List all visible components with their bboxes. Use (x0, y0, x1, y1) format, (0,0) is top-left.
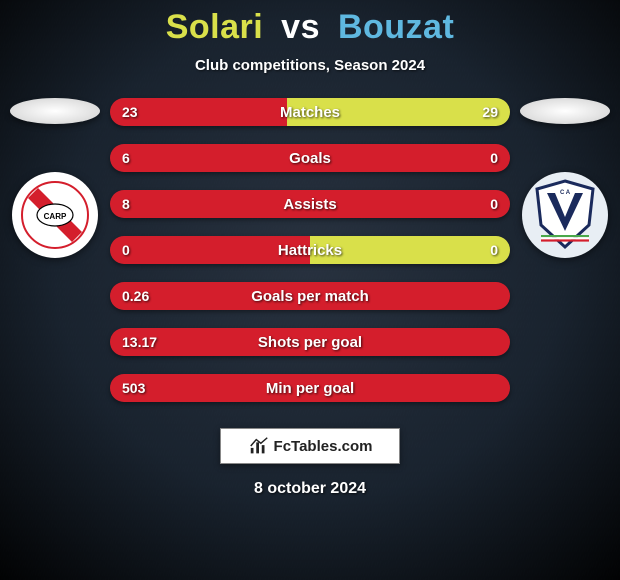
stat-row: 503 Min per goal (110, 374, 510, 402)
velez-crest-icon: C A (533, 179, 597, 251)
stat-left-value: 0 (122, 242, 130, 258)
stat-row: 0.26 Goals per match (110, 282, 510, 310)
stat-label: Hattricks (278, 242, 342, 259)
stat-right-value: 0 (490, 242, 498, 258)
team-right-crest: C A (522, 172, 608, 258)
stat-label: Goals per match (251, 288, 369, 305)
stat-right-value: 0 (490, 196, 498, 212)
team-left-crest: CARP (12, 172, 98, 258)
stat-row: 13.17 Shots per goal (110, 328, 510, 356)
stat-left-value: 6 (122, 150, 130, 166)
stat-left-value: 13.17 (122, 334, 157, 350)
player2-name: Bouzat (338, 8, 454, 46)
player1-silhouette (10, 98, 100, 124)
vs-separator: vs (281, 8, 320, 46)
left-side: CARP (0, 98, 110, 258)
fctables-logo[interactable]: FcTables.com (220, 428, 400, 464)
stat-left-value: 23 (122, 104, 138, 120)
chart-icon (248, 435, 270, 457)
stat-bars: 23 29 Matches 6 0 Goals 8 0 Assists 0 0 Hattricks 0.… (110, 98, 510, 402)
right-side: C A (510, 98, 620, 258)
stat-right-value: 29 (482, 104, 498, 120)
stat-left-value: 0.26 (122, 288, 149, 304)
svg-text:C A: C A (560, 190, 571, 196)
date-label: 8 october 2024 (254, 480, 366, 498)
stat-label: Matches (280, 104, 340, 121)
comparison-title: Solari vs Bouzat (166, 8, 455, 47)
stat-row: 23 29 Matches (110, 98, 510, 126)
stat-row: 6 0 Goals (110, 144, 510, 172)
stat-right-value: 0 (490, 150, 498, 166)
fctables-logo-text: FcTables.com (274, 438, 373, 455)
comparison-body: CARP 23 29 Matches 6 0 Goals 8 0 Assists 0 0 Hattri… (0, 98, 620, 402)
svg-text:CARP: CARP (44, 212, 67, 221)
subtitle: Club competitions, Season 2024 (195, 57, 425, 74)
stat-label: Min per goal (266, 380, 354, 397)
stat-label: Assists (283, 196, 336, 213)
stat-left-value: 8 (122, 196, 130, 212)
stat-left-value: 503 (122, 380, 145, 396)
river-plate-crest-icon: CARP (20, 180, 90, 250)
player1-name: Solari (166, 8, 263, 46)
stat-row: 0 0 Hattricks (110, 236, 510, 264)
player2-silhouette (520, 98, 610, 124)
stat-row: 8 0 Assists (110, 190, 510, 218)
stat-label: Shots per goal (258, 334, 362, 351)
stat-label: Goals (289, 150, 331, 167)
